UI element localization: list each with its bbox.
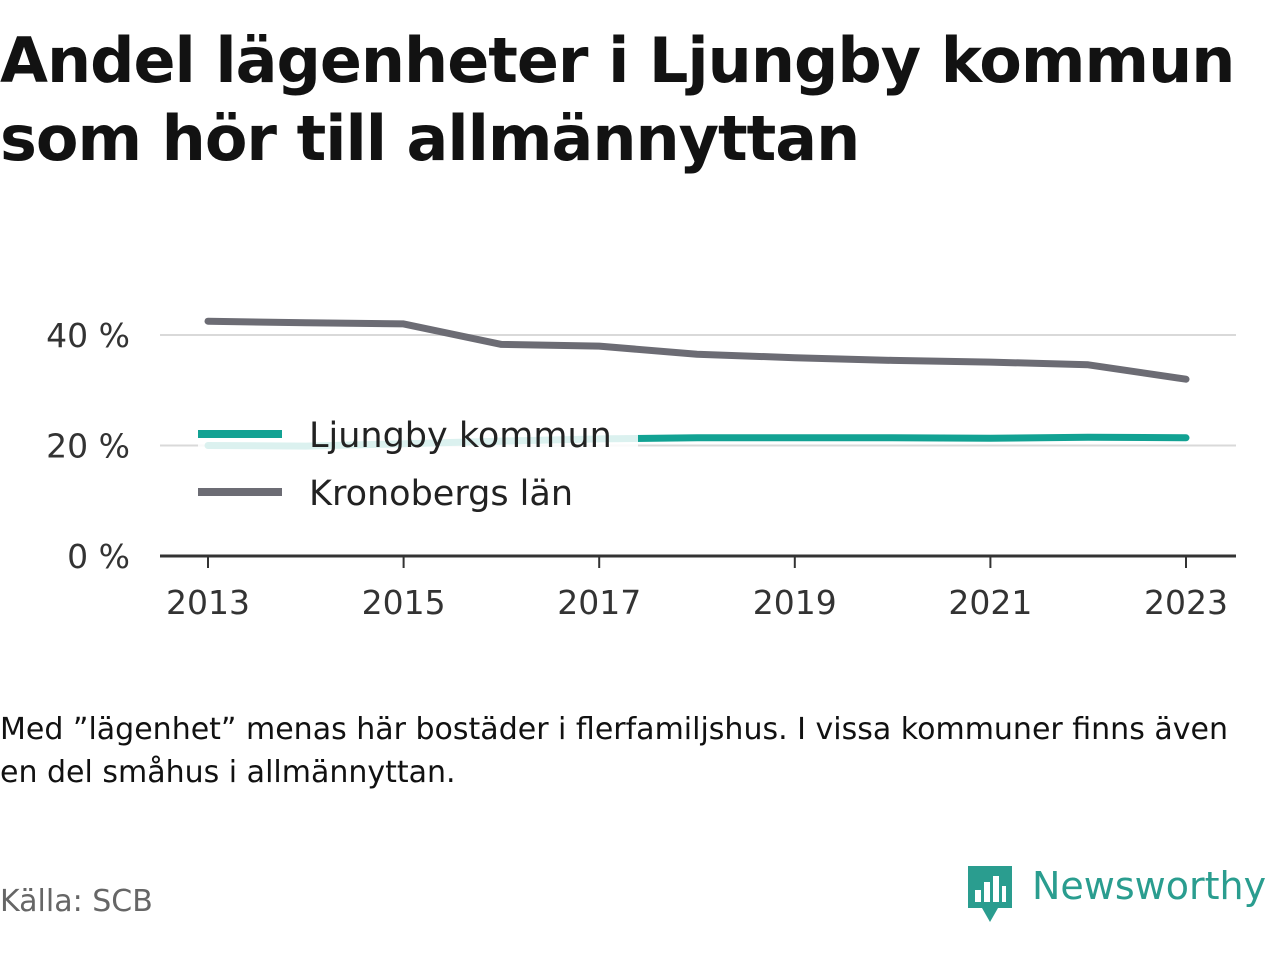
legend-item-ljungby-label: Ljungby kommun bbox=[309, 416, 612, 456]
source-label: Källa: SCB bbox=[0, 884, 153, 919]
legend: Ljungby kommun Kronobergs län bbox=[198, 408, 638, 520]
line-chart: Ljungby kommun Kronobergs län 0 % 20 % 40 %… bbox=[46, 316, 1236, 622]
y-tick-label: 40 % bbox=[46, 316, 130, 355]
newsworthy-logo-icon bbox=[968, 866, 1012, 922]
legend-background bbox=[198, 408, 638, 520]
brand-name: Newsworthy bbox=[1032, 864, 1267, 908]
x-tick-label: 2021 bbox=[948, 583, 1032, 622]
chart-title: Andel lägenheter i Ljungby kommun som hö… bbox=[0, 24, 1235, 175]
x-tick-label: 2015 bbox=[362, 583, 446, 622]
x-tick-label: 2013 bbox=[166, 583, 250, 622]
brand[interactable]: Newsworthy bbox=[964, 862, 1266, 926]
x-tick-label: 2017 bbox=[557, 583, 641, 622]
x-tick-label: 2023 bbox=[1144, 583, 1228, 622]
footnote: Med ”lägenhet” menas här bostäder i fler… bbox=[0, 712, 1228, 790]
kronoberg-series-line bbox=[204, 317, 1190, 383]
legend-item-kronoberg-label: Kronobergs län bbox=[309, 474, 573, 514]
x-tick-label: 2019 bbox=[753, 583, 837, 622]
y-tick-label: 20 % bbox=[46, 427, 130, 466]
y-tick-label: 0 % bbox=[67, 537, 130, 576]
axes: 0 % 20 % 40 % 2013 2015 2017 2019 2021 2023 bbox=[46, 316, 1236, 622]
